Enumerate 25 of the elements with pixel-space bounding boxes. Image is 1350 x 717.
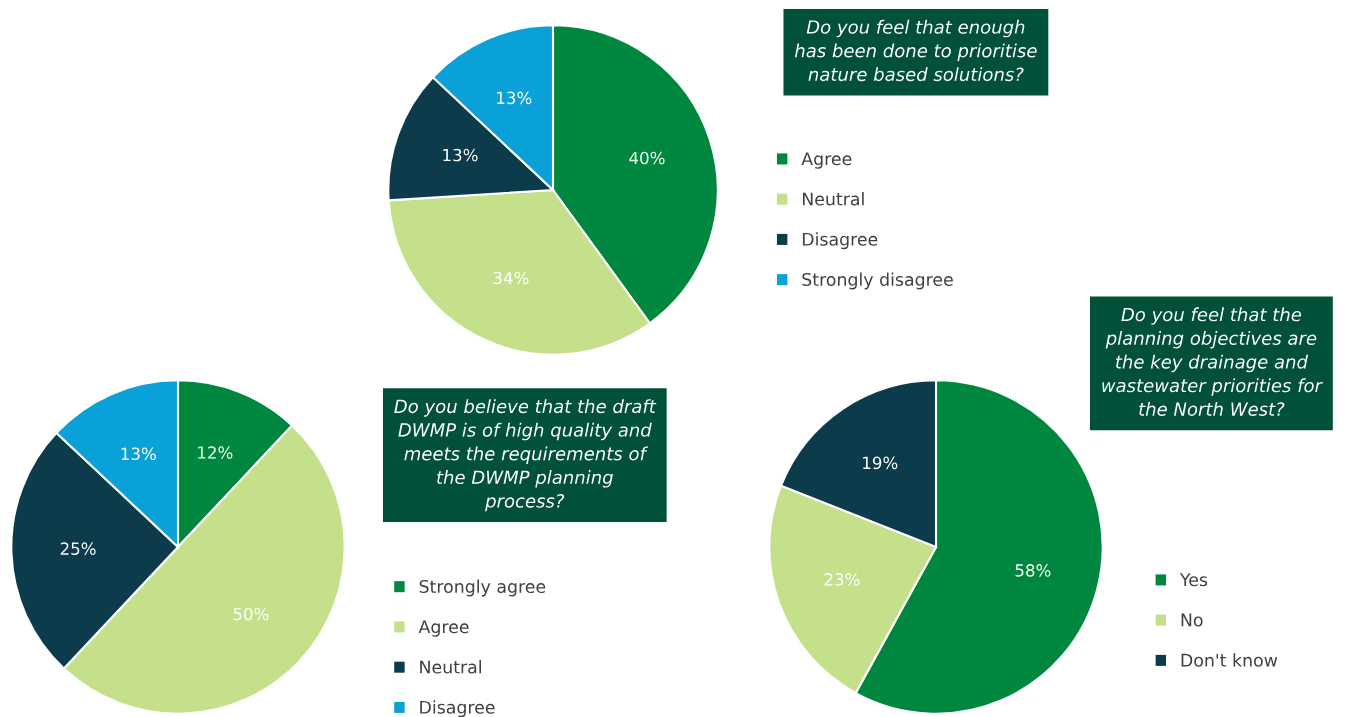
legend-label: Neutral xyxy=(802,192,864,206)
data-label: 12% xyxy=(198,446,233,459)
data-label: 13% xyxy=(497,91,532,105)
legend-label: Agree xyxy=(418,620,469,637)
legend-label: No xyxy=(1181,613,1203,627)
text: Do you believe that the draft DWMP is of high quality and meets the requirements of the DWMP planning process? xyxy=(394,399,657,512)
legend-label: Strongly agree xyxy=(419,579,546,597)
data-label: 34% xyxy=(493,271,529,285)
legend-label: Disagree xyxy=(802,232,878,250)
legend-label: Agree xyxy=(801,152,852,169)
data-label: 13% xyxy=(443,148,478,162)
legend-label: Yes xyxy=(1179,573,1208,587)
data-label: 19% xyxy=(863,456,898,470)
legend-label: Disagree xyxy=(420,700,495,717)
data-label: 25% xyxy=(60,542,96,555)
data-label: 23% xyxy=(824,573,860,586)
text: Do you feel that enough has been done to prioritise nature based solutions? xyxy=(794,19,1037,82)
data-label: 40% xyxy=(629,151,665,165)
legend-label: Don't know xyxy=(1181,653,1278,667)
data-label: 58% xyxy=(1015,564,1051,577)
data-label: 13% xyxy=(121,447,156,461)
chart-title: Do you feel that the planning objectives are the key drainage and wastewater priorities for the North West? xyxy=(1102,307,1323,416)
legend-label: Strongly disagree xyxy=(802,272,953,290)
legend-label: Neutral xyxy=(420,660,481,674)
data-label: 50% xyxy=(233,607,269,621)
